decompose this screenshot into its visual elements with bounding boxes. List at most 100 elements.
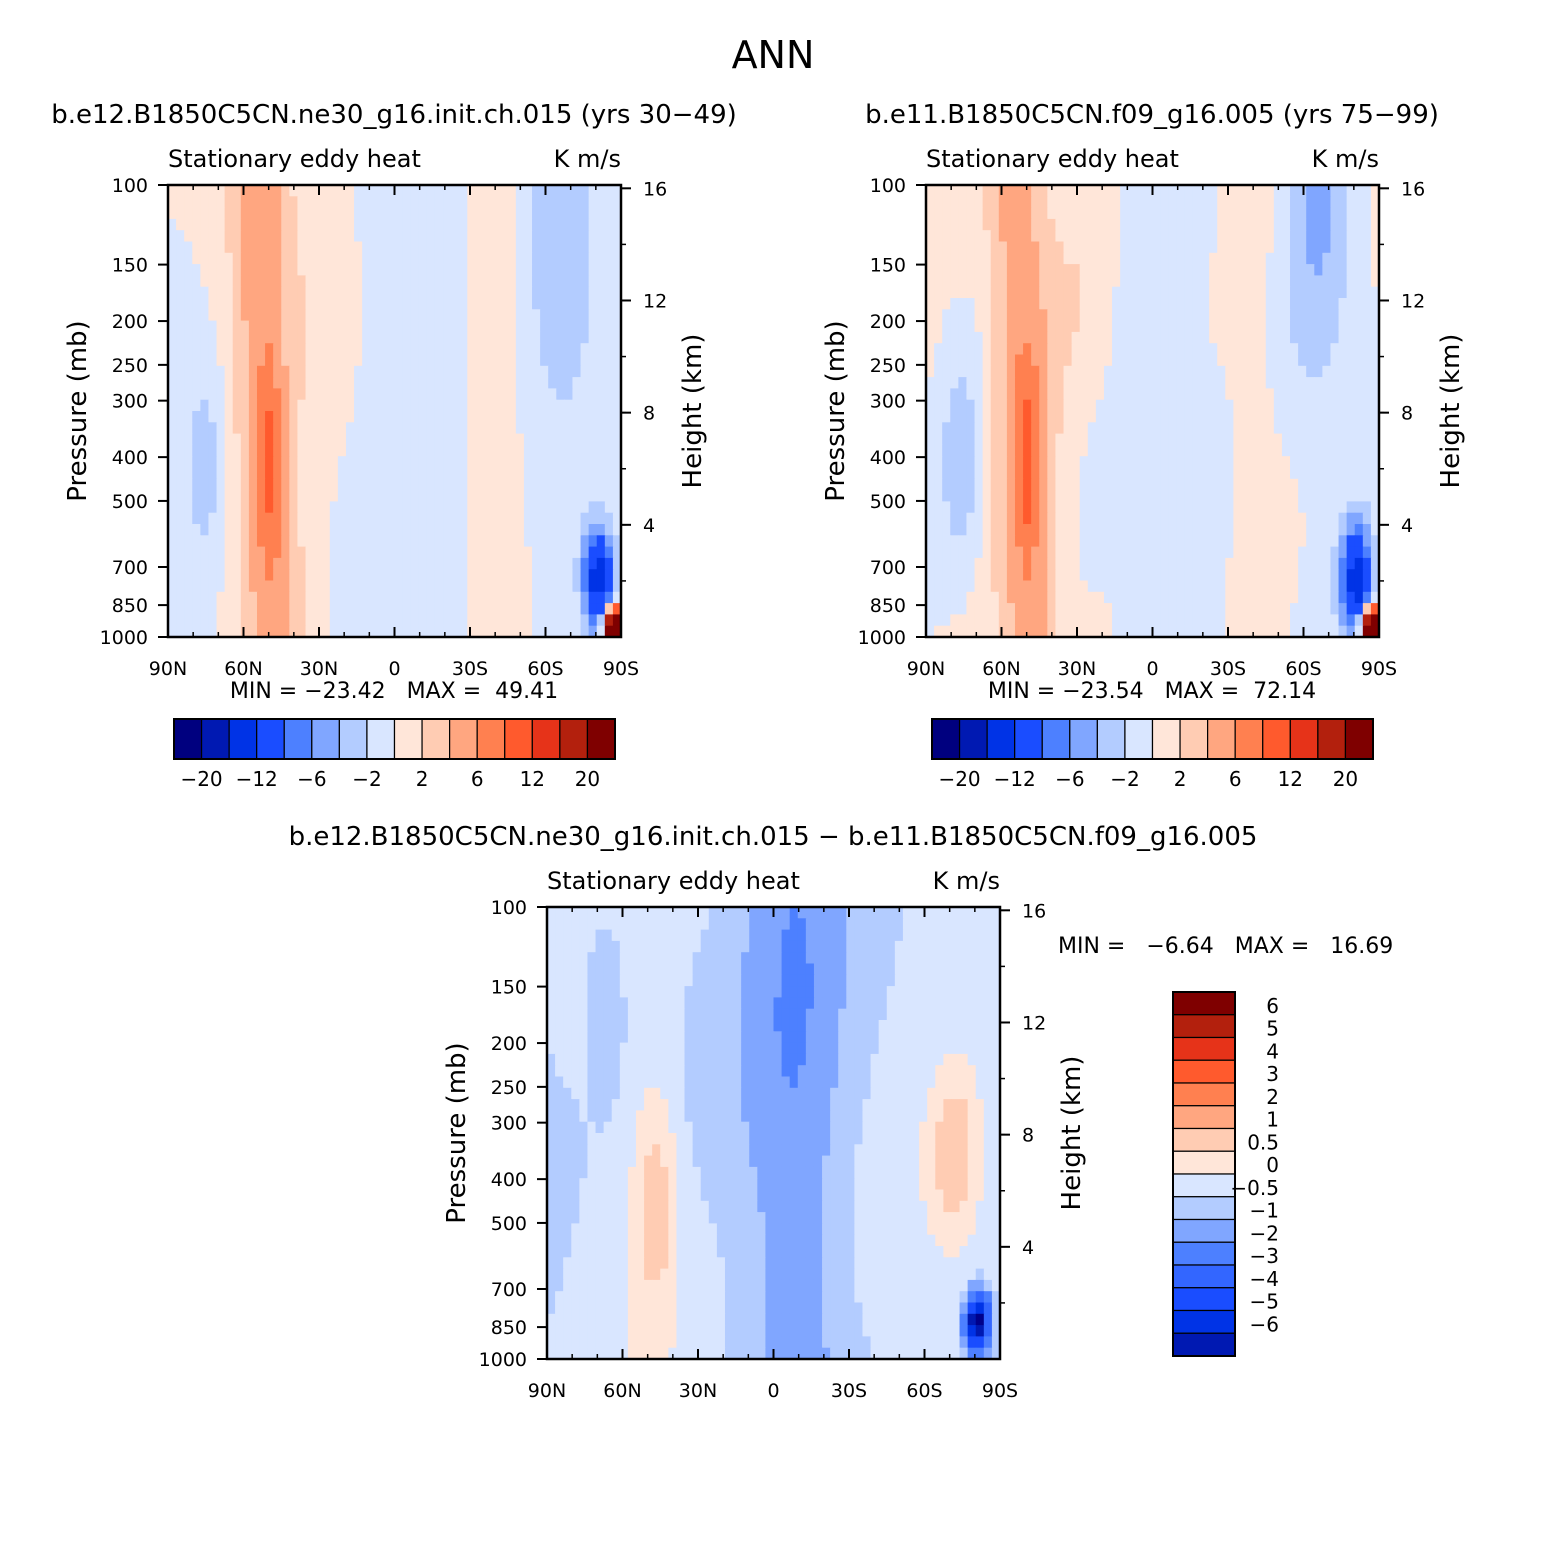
field-cell (1362, 309, 1372, 322)
field-cell (362, 241, 371, 254)
field-cell (256, 546, 266, 559)
field-cell (943, 918, 953, 931)
field-cell (281, 603, 290, 615)
field-cell (1063, 241, 1073, 254)
field-cell (1071, 580, 1081, 593)
field-cell (998, 377, 1008, 389)
field-cell (1241, 377, 1251, 389)
field-cell (1014, 230, 1024, 243)
field-cell (1055, 286, 1065, 299)
field-cell (1209, 422, 1218, 435)
field-cell (459, 444, 468, 457)
field-cell (951, 929, 961, 942)
field-cell (1298, 580, 1307, 593)
field-cell (1079, 185, 1089, 197)
field-cell (1071, 535, 1081, 548)
field-cell (1031, 614, 1040, 627)
field-cell (184, 331, 193, 344)
field-cell (990, 422, 1000, 435)
field-cell (1201, 309, 1210, 322)
field-cell (459, 614, 468, 627)
field-cell (1306, 218, 1315, 231)
field-cell (1087, 354, 1097, 367)
field-cell (459, 625, 468, 638)
field-cell (556, 388, 565, 401)
field-cell (475, 298, 485, 310)
field-cell (966, 377, 976, 389)
field-cell (950, 501, 959, 514)
field-cell (297, 569, 307, 582)
colorbar-box (559, 718, 589, 760)
field-cell (966, 411, 976, 423)
field-cell (1306, 478, 1315, 491)
field-cell (1330, 580, 1340, 593)
field-cell (321, 331, 331, 344)
field-cell (1249, 546, 1259, 559)
field-cell (1160, 467, 1170, 480)
field-cell (1233, 614, 1243, 627)
field-cell (370, 309, 379, 322)
field-cell (1120, 444, 1129, 457)
field-cell (684, 907, 694, 919)
field-cell (402, 557, 412, 570)
field-cell (378, 230, 388, 243)
field-cell (998, 354, 1008, 367)
y-tick-label: 1000 (100, 627, 148, 649)
field-cell (491, 603, 501, 615)
field-cell (240, 524, 250, 536)
field-cell (1160, 591, 1170, 604)
field-cell (426, 196, 436, 209)
field-cell (716, 907, 726, 919)
field-cell (1176, 433, 1186, 446)
field-cell (540, 422, 549, 435)
field-cell (1063, 365, 1073, 378)
field-cell (208, 218, 218, 231)
field-cell (1225, 501, 1234, 514)
field-cell (402, 422, 412, 435)
field-cell (1306, 569, 1315, 582)
field-cell (337, 614, 347, 627)
field-cell (1354, 535, 1364, 548)
field-cell (974, 354, 984, 367)
field-cell (507, 230, 517, 243)
field-cell (297, 433, 307, 446)
field-cell (854, 940, 864, 953)
colorbar-label: 20 (575, 767, 600, 791)
field-cell (612, 230, 622, 243)
field-cell (248, 365, 258, 378)
field-cell (475, 512, 485, 525)
field-cell (1330, 512, 1340, 525)
field-cell (434, 286, 444, 299)
colorbar-label: 2 (416, 767, 429, 791)
field-cell (329, 365, 339, 378)
field-cell (1144, 422, 1154, 435)
field-cell (1273, 603, 1283, 615)
field-cell (418, 377, 428, 389)
field-cell (240, 399, 250, 412)
field-cell (418, 331, 428, 344)
field-cell (612, 456, 622, 469)
field-cell (313, 422, 323, 435)
field-cell (216, 501, 226, 514)
field-cell (1201, 603, 1210, 615)
field-cell (532, 230, 541, 243)
field-cell (950, 614, 959, 627)
field-cell (1006, 501, 1016, 514)
field-cell (483, 501, 493, 514)
field-cell (1265, 185, 1275, 197)
field-cell (571, 918, 580, 931)
field-cell (1217, 275, 1226, 288)
field-cell (1281, 196, 1291, 209)
field-cell (572, 343, 582, 356)
field-cell (982, 196, 992, 209)
field-cell (548, 185, 557, 197)
field-cell (700, 929, 710, 942)
field-cell (443, 603, 452, 615)
field-cell (1201, 422, 1210, 435)
field-cell (467, 501, 476, 514)
field-cell (934, 399, 943, 412)
field-cell (588, 422, 598, 435)
field-cell (1095, 185, 1105, 197)
field-cell (572, 557, 582, 570)
field-cell (168, 388, 177, 401)
